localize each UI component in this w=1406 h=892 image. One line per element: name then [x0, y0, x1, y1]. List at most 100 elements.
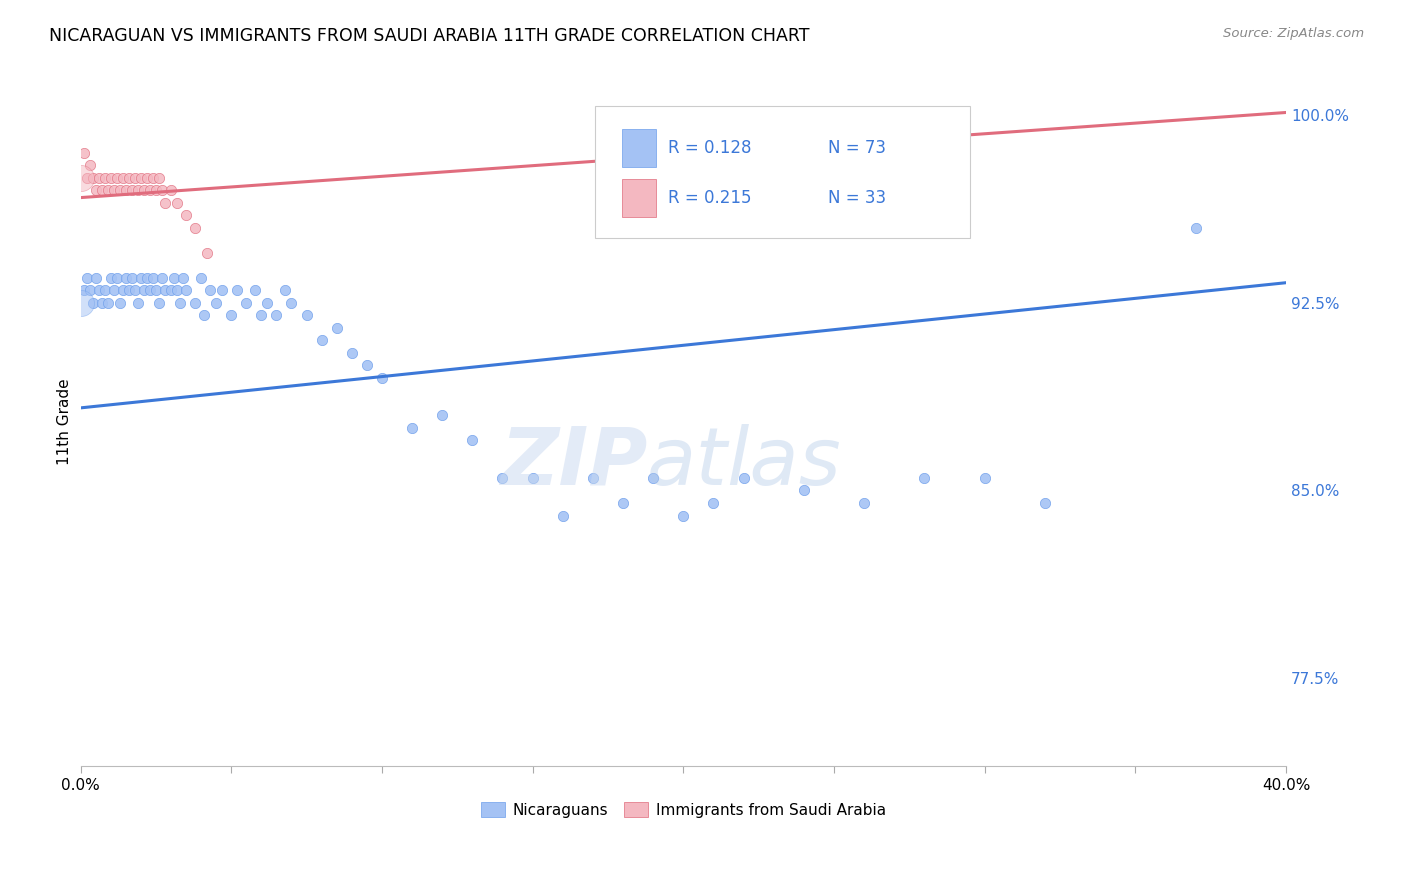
Point [163, 270, 186, 285]
Point [793, 483, 815, 498]
Text: NICARAGUAN VS IMMIGRANTS FROM SAUDI ARABIA 11TH GRADE CORRELATION CHART: NICARAGUAN VS IMMIGRANTS FROM SAUDI ARAB… [49, 27, 810, 45]
Point [733, 471, 755, 485]
Point [82, 170, 104, 185]
Point [582, 471, 605, 485]
Point [84, 183, 107, 197]
Point [184, 295, 207, 310]
Point [82, 295, 104, 310]
Point [139, 283, 162, 297]
Point [295, 308, 318, 322]
Point [139, 183, 162, 197]
Point [174, 283, 197, 297]
Point [356, 359, 378, 373]
Text: Source: ZipAtlas.com: Source: ZipAtlas.com [1223, 27, 1364, 40]
Point [121, 270, 143, 285]
Point [105, 270, 128, 285]
Point [76, 170, 98, 185]
Point [912, 471, 935, 485]
Point [97, 183, 120, 197]
Text: N = 73: N = 73 [828, 138, 886, 157]
Point [90, 183, 112, 197]
Point [256, 295, 278, 310]
Point [114, 183, 136, 197]
Point [166, 195, 188, 210]
Point [118, 170, 141, 185]
Point [129, 270, 152, 285]
FancyBboxPatch shape [595, 106, 970, 238]
Point [93, 170, 115, 185]
Point [118, 283, 141, 297]
Point [132, 183, 155, 197]
Point [72, 283, 94, 297]
Point [250, 308, 273, 322]
Point [153, 283, 176, 297]
Bar [621, 129, 655, 167]
Point [145, 183, 167, 197]
Y-axis label: 11th Grade: 11th Grade [58, 378, 72, 465]
Point [150, 183, 173, 197]
Point [551, 508, 574, 523]
Point [124, 283, 146, 297]
Point [87, 170, 110, 185]
Point [702, 496, 724, 510]
Point [325, 320, 347, 334]
Legend: Nicaraguans, Immigrants from Saudi Arabia: Nicaraguans, Immigrants from Saudi Arabi… [475, 796, 891, 823]
Point [166, 283, 188, 297]
Point [121, 183, 143, 197]
Point [111, 170, 134, 185]
Point [111, 283, 134, 297]
Point [103, 183, 125, 197]
Point [461, 434, 484, 448]
Point [127, 295, 149, 310]
Point [169, 295, 191, 310]
Point [84, 270, 107, 285]
Point [100, 170, 122, 185]
Point [274, 283, 297, 297]
Point [235, 295, 257, 310]
Point [135, 170, 157, 185]
Point [211, 283, 233, 297]
Point [69, 170, 91, 185]
Point [1033, 496, 1056, 510]
Point [129, 170, 152, 185]
Point [79, 283, 101, 297]
Bar [621, 179, 655, 217]
Point [153, 195, 176, 210]
Point [100, 270, 122, 285]
Point [371, 371, 394, 385]
Point [108, 183, 131, 197]
Point [522, 471, 544, 485]
Point [148, 295, 170, 310]
Point [93, 283, 115, 297]
Point [174, 208, 197, 222]
Text: N = 33: N = 33 [828, 189, 886, 207]
Point [76, 270, 98, 285]
Point [280, 295, 302, 310]
Point [1184, 220, 1206, 235]
Point [124, 170, 146, 185]
Point [219, 308, 242, 322]
Point [190, 270, 212, 285]
Point [160, 283, 183, 297]
Point [195, 245, 218, 260]
Point [90, 295, 112, 310]
Point [145, 283, 167, 297]
Point [266, 308, 288, 322]
Point [148, 170, 170, 185]
Point [87, 283, 110, 297]
Point [311, 333, 333, 347]
Point [142, 270, 165, 285]
Point [72, 145, 94, 160]
Text: R = 0.215: R = 0.215 [668, 189, 751, 207]
Point [142, 170, 165, 185]
Point [97, 295, 120, 310]
Point [105, 170, 128, 185]
Point [401, 421, 423, 435]
Point [491, 471, 513, 485]
Point [340, 346, 363, 360]
Point [643, 471, 665, 485]
Point [198, 283, 221, 297]
Point [226, 283, 249, 297]
Point [205, 295, 228, 310]
Text: ZIP: ZIP [499, 424, 647, 502]
